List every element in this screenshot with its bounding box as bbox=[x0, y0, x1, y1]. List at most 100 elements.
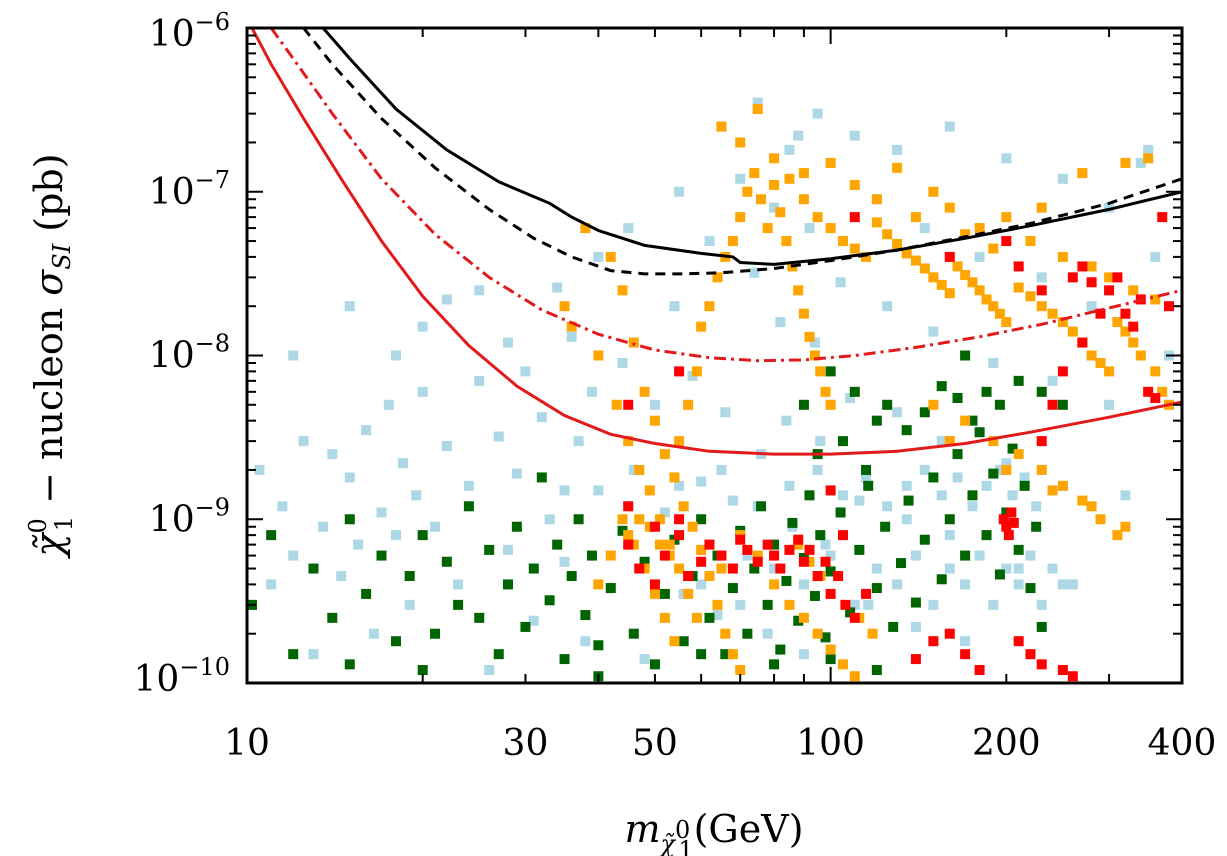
scatter-point-orange-67 bbox=[752, 104, 763, 115]
scatter-point-lightblue-147 bbox=[892, 579, 903, 590]
scatter-point-orange-6 bbox=[617, 285, 628, 296]
scatter-point-lightblue-10 bbox=[353, 539, 364, 550]
scatter-point-orange-55 bbox=[775, 207, 786, 218]
scatter-point-lightblue-125 bbox=[784, 480, 795, 491]
scatter-point-darkgreen-64 bbox=[863, 480, 874, 491]
scatter-point-red-3 bbox=[659, 550, 670, 561]
scatter-point-orange-111 bbox=[1120, 157, 1131, 168]
scatter-point-orange-96 bbox=[1047, 308, 1058, 319]
scatter-point-lightblue-49 bbox=[696, 476, 707, 487]
scatter-point-red-45 bbox=[1025, 649, 1036, 660]
scatter-point-lightblue-159 bbox=[1057, 579, 1068, 590]
scatter-point-darkgreen-60 bbox=[825, 566, 836, 577]
scatter-point-orange-136 bbox=[1036, 464, 1047, 475]
scatter-point-darkgreen-30 bbox=[593, 640, 604, 651]
scatter-point-lightblue-45 bbox=[659, 507, 670, 518]
scatter-point-orange-122 bbox=[892, 162, 903, 173]
scatter-point-red-33 bbox=[1001, 521, 1012, 532]
scatter-point-orange-114 bbox=[1001, 212, 1012, 223]
scatter-point-lightblue-117 bbox=[1057, 173, 1068, 184]
scatter-point-orange-59 bbox=[798, 308, 809, 319]
scatter-point-lightblue-4 bbox=[298, 436, 309, 447]
scatter-point-darkgreen-56 bbox=[804, 490, 815, 501]
scatter-point-red-14 bbox=[769, 550, 780, 561]
scatter-point-lightblue-145 bbox=[849, 599, 860, 610]
scatter-point-orange-23 bbox=[704, 571, 715, 582]
scatter-point-orange-53 bbox=[762, 223, 773, 234]
scatter-point-orange-89 bbox=[981, 294, 992, 305]
scatter-point-darkgreen-108 bbox=[696, 649, 707, 660]
scatter-point-orange-141 bbox=[944, 436, 955, 447]
x-tick-label-5: 400 bbox=[1148, 723, 1217, 764]
scatter-point-darkgreen-82 bbox=[1001, 507, 1012, 518]
scatter-point-orange-85 bbox=[952, 261, 963, 272]
scatter-point-orange-130 bbox=[1128, 285, 1139, 296]
scatter-point-darkgreen-22 bbox=[536, 472, 547, 483]
scatter-point-red-23 bbox=[833, 571, 844, 582]
scatter-point-lightblue-144 bbox=[825, 550, 836, 561]
scatter-point-orange-74 bbox=[849, 243, 860, 254]
scatter-point-red-16 bbox=[784, 544, 795, 555]
scatter-point-orange-80 bbox=[910, 255, 921, 266]
scatter-point-lightblue-31 bbox=[536, 412, 547, 423]
scatter-point-lightblue-70 bbox=[835, 277, 846, 288]
scatter-point-lightblue-63 bbox=[793, 130, 804, 141]
y-tick-label-4: 10−6 bbox=[149, 8, 230, 55]
scatter-point-lightblue-35 bbox=[566, 331, 577, 342]
scatter-point-orange-78 bbox=[892, 238, 903, 249]
scatter-point-orange-81 bbox=[919, 263, 930, 274]
scatter-point-orange-139 bbox=[1095, 514, 1106, 525]
scatter-point-orange-10 bbox=[639, 386, 650, 397]
scatter-point-lightblue-54 bbox=[735, 173, 746, 184]
scatter-point-orange-90 bbox=[988, 301, 999, 312]
scatter-point-darkgreen-83 bbox=[1007, 443, 1018, 454]
scatter-point-darkgreen-61 bbox=[835, 507, 846, 518]
scatter-point-red-21 bbox=[820, 556, 831, 567]
scatter-point-orange-144 bbox=[1086, 501, 1097, 512]
plot-frame bbox=[245, 26, 1184, 685]
scatter-point-lightblue-71 bbox=[845, 393, 856, 404]
scatter-point-lightblue-38 bbox=[586, 386, 597, 397]
scatter-point-lightblue-32 bbox=[544, 514, 555, 525]
scatter-point-orange-147 bbox=[784, 599, 795, 610]
scatter-point-darkgreen-44 bbox=[727, 583, 738, 594]
scatter-point-orange-60 bbox=[804, 331, 815, 342]
scatter-point-lightblue-143 bbox=[798, 579, 809, 590]
scatter-point-darkgreen-110 bbox=[825, 654, 836, 665]
scatter-point-orange-29 bbox=[628, 539, 639, 550]
scatter-point-lightblue-149 bbox=[928, 599, 939, 610]
scatter-point-lightblue-46 bbox=[669, 301, 680, 312]
scatter-point-red-51 bbox=[1001, 236, 1012, 247]
scatter-point-red-6 bbox=[696, 556, 707, 567]
scatter-point-lightblue-106 bbox=[593, 251, 604, 262]
scatter-point-red-38 bbox=[960, 649, 971, 660]
scatter-point-orange-103 bbox=[1112, 317, 1123, 328]
scatter-point-lightblue-27 bbox=[502, 544, 513, 555]
scatter-point-orange-93 bbox=[1013, 282, 1024, 293]
exclusion-curves bbox=[250, 28, 1182, 456]
scatter-point-orange-112 bbox=[1077, 168, 1088, 179]
scatter-point-lightblue-3 bbox=[288, 550, 299, 561]
scatter-point-darkgreen-89 bbox=[825, 366, 836, 377]
y-tick-label-0: 10−10 bbox=[134, 653, 230, 700]
scatter-point-darkgreen-34 bbox=[639, 556, 650, 567]
scatter-point-darkgreen-49 bbox=[762, 599, 773, 610]
scatter-point-lightblue-95 bbox=[1120, 490, 1131, 501]
scatter-point-orange-73 bbox=[837, 236, 848, 247]
scatter-point-lightblue-1 bbox=[266, 579, 277, 590]
scatter-point-lightblue-55 bbox=[742, 550, 753, 561]
scatter-point-darkgreen-20 bbox=[520, 621, 531, 632]
scatter-point-lightblue-151 bbox=[960, 579, 971, 590]
scatter-point-darkgreen-28 bbox=[580, 610, 591, 621]
scatter-point-orange-138 bbox=[1077, 495, 1088, 506]
scatter-point-red-30 bbox=[825, 485, 836, 496]
scatter-point-red-0 bbox=[623, 539, 634, 550]
scatter-point-orange-92 bbox=[1001, 317, 1012, 328]
scatter-point-darkgreen-96 bbox=[882, 399, 893, 410]
scatter-point-lightblue-139 bbox=[1031, 501, 1042, 512]
scatter-point-lightblue-112 bbox=[812, 108, 823, 119]
scatter-point-red-61 bbox=[1143, 386, 1154, 397]
scatter-point-orange-84 bbox=[944, 288, 955, 299]
scatter-point-lightblue-36 bbox=[573, 436, 584, 447]
scatter-point-orange-41 bbox=[674, 436, 685, 447]
